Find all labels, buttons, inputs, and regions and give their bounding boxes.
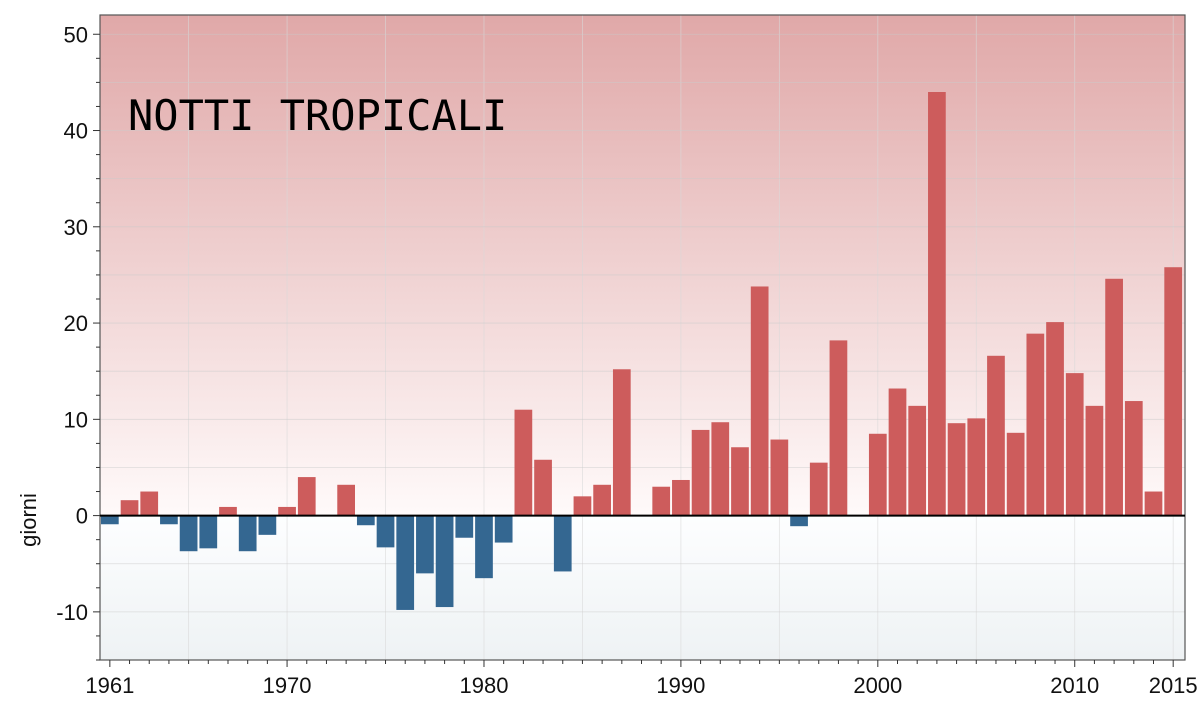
bar-1992 xyxy=(711,422,730,516)
bar-2011 xyxy=(1085,405,1104,516)
bar-1969 xyxy=(258,515,277,535)
y-tick-label: 40 xyxy=(64,119,88,144)
bar-1987 xyxy=(612,369,631,516)
y-tick-label: 30 xyxy=(64,215,88,240)
bar-2015 xyxy=(1164,267,1183,516)
y-axis-label: giorni xyxy=(16,493,41,547)
bar-1983 xyxy=(534,459,552,516)
bar-1991 xyxy=(691,429,710,516)
bar-2002 xyxy=(908,405,927,516)
bar-1982 xyxy=(514,409,533,516)
bar-1962 xyxy=(120,500,139,516)
x-tick-label: 1970 xyxy=(263,673,312,698)
x-tick-label: 1961 xyxy=(85,673,134,698)
bar-2004 xyxy=(947,423,966,516)
bar-2014 xyxy=(1144,491,1163,516)
bar-1966 xyxy=(199,515,218,549)
bar-1971 xyxy=(297,477,316,516)
bar-1974 xyxy=(356,515,375,526)
y-tick-label: -10 xyxy=(56,600,88,625)
bar-1963 xyxy=(140,491,159,516)
bar-1985 xyxy=(573,496,592,516)
bar-2009 xyxy=(1046,322,1064,516)
x-tick-label: 2010 xyxy=(1050,673,1099,698)
bar-1995 xyxy=(770,439,789,516)
chart-title: NOTTI TROPICALI xyxy=(128,91,507,140)
bar-1961 xyxy=(100,515,119,525)
bar-1967 xyxy=(219,506,237,516)
axes: -10 0 10 20 30 40 50 1961 1970 1980 1990 2000 2010 20… xyxy=(56,14,1198,698)
bar-1980 xyxy=(475,515,493,579)
x-tick-label: 1990 xyxy=(656,673,705,698)
bar-2000 xyxy=(868,433,887,516)
bar-2005 xyxy=(967,418,986,516)
bar-2007 xyxy=(1006,432,1025,516)
bar-2006 xyxy=(987,355,1005,516)
bar-1964 xyxy=(160,515,178,525)
bar-1990 xyxy=(672,479,690,516)
bar-1978 xyxy=(435,515,454,608)
bars xyxy=(100,92,1183,610)
plot-frame xyxy=(99,14,1186,661)
bar-1970 xyxy=(278,506,296,516)
bar-1976 xyxy=(396,515,415,610)
bar-1986 xyxy=(593,484,611,516)
y-tick-label: 0 xyxy=(76,504,88,529)
bar-1989 xyxy=(652,486,671,516)
y-tick-label: 50 xyxy=(64,22,88,47)
bar-1994 xyxy=(750,286,769,516)
bar-2010 xyxy=(1065,373,1084,516)
bar-1979 xyxy=(455,515,474,538)
x-tick-label: 2015 xyxy=(1149,673,1198,698)
bar-2003 xyxy=(928,92,946,516)
bar-1993 xyxy=(731,447,749,516)
x-tick-label: 2000 xyxy=(853,673,902,698)
x-tick-label: 1980 xyxy=(460,673,509,698)
bar-1977 xyxy=(416,515,434,574)
bar-1996 xyxy=(790,515,808,527)
bar-1981 xyxy=(494,515,513,543)
negative-region xyxy=(100,515,1185,660)
bar-1975 xyxy=(376,515,395,548)
y-tick-label: 20 xyxy=(64,311,88,336)
bar-1965 xyxy=(179,515,198,552)
plot-background xyxy=(100,15,1185,660)
y-tick-label: 10 xyxy=(64,407,88,432)
bar-1998 xyxy=(829,340,848,516)
bar-1968 xyxy=(238,515,257,552)
bar-1973 xyxy=(337,484,355,516)
bar-2001 xyxy=(888,388,907,516)
bar-1997 xyxy=(809,462,828,516)
bar-2012 xyxy=(1105,278,1123,516)
bar-2008 xyxy=(1026,333,1045,516)
bar-2013 xyxy=(1124,401,1143,516)
bar-1984 xyxy=(553,515,572,572)
